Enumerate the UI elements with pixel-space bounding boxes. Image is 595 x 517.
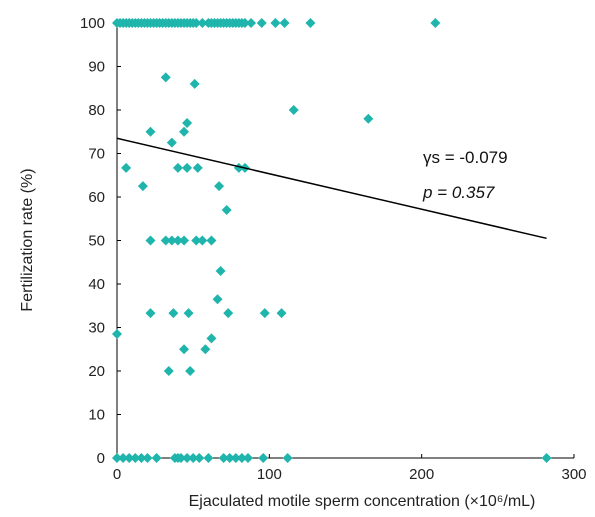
data-points bbox=[112, 18, 552, 463]
data-point bbox=[224, 453, 235, 463]
data-point bbox=[279, 18, 290, 28]
data-point bbox=[121, 162, 132, 173]
data-point bbox=[182, 162, 193, 173]
y-axis-title: Fertilization rate (%) bbox=[19, 168, 36, 311]
ticks: 0 10 20 30 40 50 60 70 80 90 100 0 100 200 300 bbox=[80, 15, 587, 483]
data-point bbox=[191, 18, 202, 28]
x-tick-label: 200 bbox=[409, 466, 434, 483]
y-tick-label: 80 bbox=[88, 102, 105, 119]
data-point bbox=[206, 235, 217, 246]
data-point bbox=[188, 453, 199, 463]
data-point bbox=[179, 235, 190, 246]
y-tick-label: 70 bbox=[88, 146, 105, 163]
data-point bbox=[130, 453, 141, 463]
regression-line bbox=[116, 137, 547, 240]
x-axis-title: Ejaculated motile sperm concentration (×… bbox=[189, 493, 536, 510]
data-point bbox=[112, 453, 122, 463]
data-point bbox=[179, 126, 190, 137]
data-point bbox=[168, 308, 179, 319]
data-point bbox=[288, 105, 299, 115]
y-tick-label: 90 bbox=[88, 59, 105, 76]
data-point bbox=[160, 72, 171, 83]
y-tick-label: 30 bbox=[88, 320, 105, 337]
data-point bbox=[258, 453, 269, 463]
data-point bbox=[363, 113, 374, 124]
data-point bbox=[282, 453, 293, 463]
data-point bbox=[236, 453, 247, 463]
y-tick-label: 10 bbox=[88, 407, 105, 424]
data-point bbox=[145, 308, 156, 319]
data-point bbox=[218, 453, 229, 463]
data-point bbox=[112, 329, 122, 340]
x-tick-label: 100 bbox=[257, 466, 282, 483]
data-point bbox=[166, 137, 177, 148]
data-point bbox=[305, 18, 316, 28]
data-point bbox=[118, 453, 129, 463]
data-point bbox=[124, 453, 135, 463]
data-point bbox=[276, 308, 287, 319]
data-point bbox=[166, 235, 177, 246]
y-tick-label: 60 bbox=[88, 189, 105, 206]
data-point bbox=[183, 308, 194, 319]
data-point bbox=[192, 162, 203, 173]
data-point bbox=[541, 453, 552, 463]
p-value-annotation: p = 0.357 bbox=[422, 183, 495, 202]
data-point bbox=[270, 18, 281, 28]
y-tick-label: 40 bbox=[88, 276, 105, 293]
data-point bbox=[145, 126, 156, 137]
data-point bbox=[194, 453, 205, 463]
data-point bbox=[172, 162, 183, 173]
data-point bbox=[206, 333, 217, 344]
data-point bbox=[182, 453, 193, 463]
data-point bbox=[221, 205, 232, 216]
data-point bbox=[172, 235, 183, 246]
data-point bbox=[256, 18, 267, 28]
x-tick-label: 300 bbox=[561, 466, 586, 483]
data-point bbox=[223, 308, 234, 319]
data-point bbox=[197, 235, 208, 246]
data-point bbox=[246, 18, 257, 28]
y-tick-label: 0 bbox=[97, 450, 105, 467]
data-point bbox=[151, 453, 162, 463]
data-point bbox=[137, 181, 148, 192]
data-point bbox=[185, 366, 196, 376]
data-point bbox=[203, 453, 214, 463]
data-point bbox=[136, 453, 147, 463]
data-point bbox=[200, 344, 211, 355]
data-point bbox=[230, 453, 241, 463]
data-point bbox=[182, 118, 193, 129]
data-point bbox=[259, 308, 270, 319]
data-point bbox=[212, 294, 223, 305]
y-tick-label: 20 bbox=[88, 363, 105, 380]
y-tick-label: 100 bbox=[80, 15, 105, 32]
data-point bbox=[163, 366, 174, 376]
data-point bbox=[215, 265, 226, 276]
data-point bbox=[197, 18, 208, 28]
data-point bbox=[243, 453, 254, 463]
data-point bbox=[430, 18, 441, 28]
correlation-annotation: γs = -0.079 bbox=[423, 148, 508, 167]
data-point bbox=[239, 18, 250, 28]
data-point bbox=[160, 235, 171, 246]
data-point bbox=[179, 344, 190, 355]
data-point bbox=[145, 235, 156, 246]
data-point bbox=[189, 78, 200, 89]
data-point bbox=[142, 453, 153, 463]
y-tick-label: 50 bbox=[88, 233, 105, 250]
data-point bbox=[191, 235, 202, 246]
data-point bbox=[175, 453, 186, 463]
data-point bbox=[214, 181, 225, 192]
x-tick-label: 0 bbox=[113, 466, 121, 483]
